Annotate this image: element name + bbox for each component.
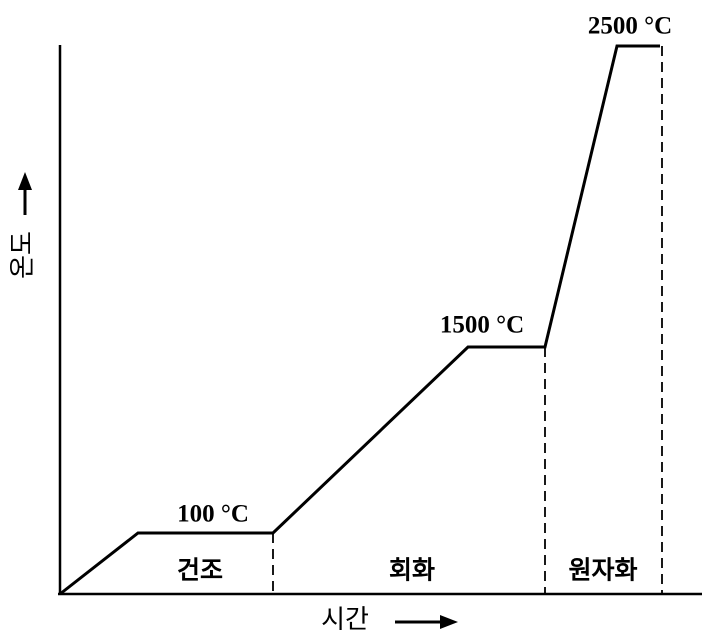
y-axis-label: 온도 (8, 231, 37, 279)
temperature-label: 100 °C (177, 501, 249, 528)
temperature-label: 2500 °C (588, 13, 672, 40)
stage-label: 회화 (389, 557, 435, 585)
temperature-profile (59, 44, 660, 596)
x-axis-label: 시간 (321, 605, 369, 634)
temperature-label: 1500 °C (440, 312, 524, 339)
y-arrow-head (18, 172, 32, 190)
stage-label: 원자화 (568, 557, 637, 585)
x-arrow-head (440, 615, 458, 629)
stage-separators (272, 46, 663, 594)
stage-label: 건조 (177, 557, 223, 585)
